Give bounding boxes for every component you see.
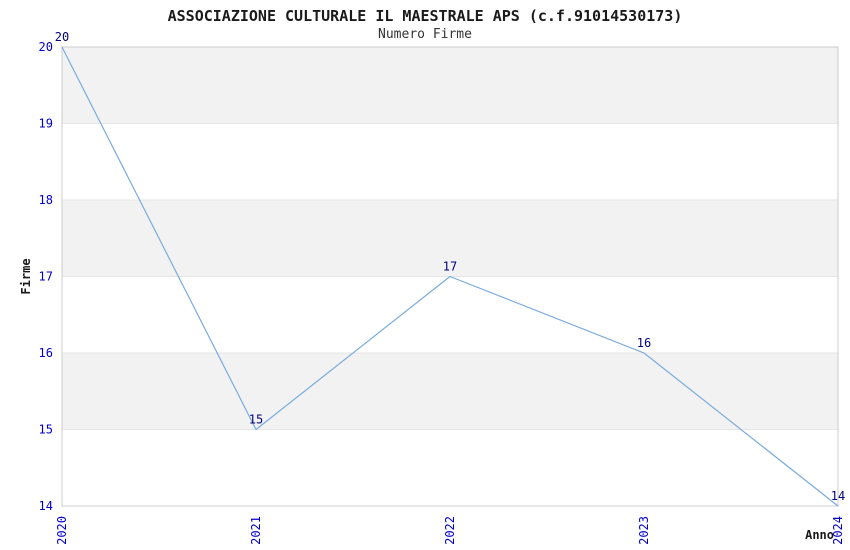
point-label: 16 xyxy=(637,336,651,350)
x-tick-label: 2020 xyxy=(55,516,69,545)
y-axis-label: Firme xyxy=(19,258,33,294)
y-tick-label: 14 xyxy=(39,499,53,513)
x-tick-label: 2021 xyxy=(249,516,263,545)
x-tick-label: 2023 xyxy=(637,516,651,545)
y-tick-label: 20 xyxy=(39,40,53,54)
chart-title: ASSOCIAZIONE CULTURALE IL MAESTRALE APS … xyxy=(167,7,683,25)
x-tick-label: 2024 xyxy=(831,516,845,545)
chart-subtitle: Numero Firme xyxy=(378,27,472,42)
band-row xyxy=(62,200,838,277)
y-tick-label: 17 xyxy=(39,270,53,284)
point-label: 17 xyxy=(443,260,457,274)
x-axis-label: Anno xyxy=(805,528,834,542)
band-row xyxy=(62,47,838,124)
point-label: 15 xyxy=(249,413,263,427)
y-tick-label: 19 xyxy=(39,117,53,131)
data-line xyxy=(61,46,839,507)
plot-frame xyxy=(61,46,839,507)
point-label: 14 xyxy=(831,489,845,503)
y-tick-label: 18 xyxy=(39,193,53,207)
point-label: 20 xyxy=(55,30,69,44)
y-tick-label: 16 xyxy=(39,346,53,360)
band-row xyxy=(62,353,838,430)
y-tick-label: 15 xyxy=(39,423,53,437)
x-tick-label: 2022 xyxy=(443,516,457,545)
